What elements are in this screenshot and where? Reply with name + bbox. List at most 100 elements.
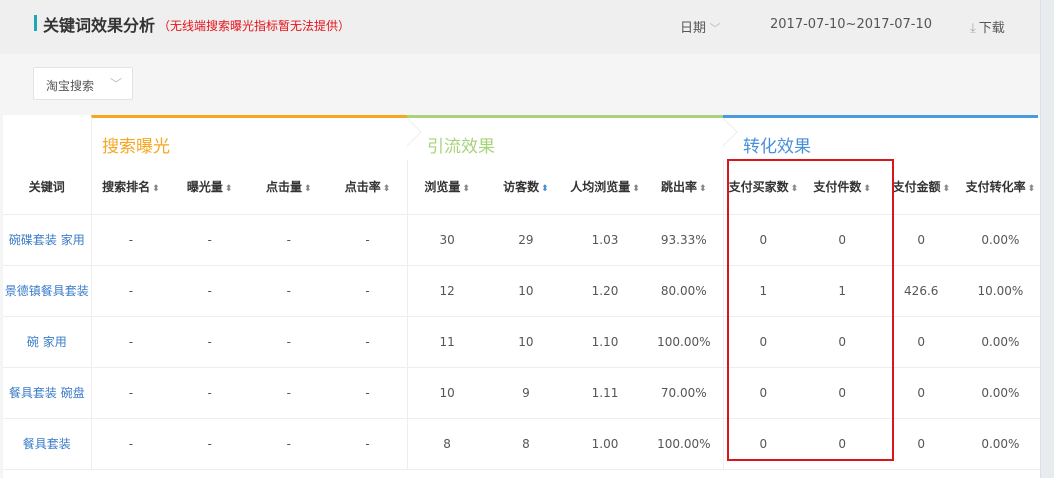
date-label: 日期 — [680, 21, 707, 36]
table-cell: 0 — [723, 214, 803, 266]
column-header[interactable]: 点击率 ⬍ — [328, 160, 408, 215]
page-title: 关键词效果分析 — [43, 16, 156, 35]
column-header[interactable]: 跳出率 ⬍ — [644, 160, 725, 215]
highlight-box — [727, 159, 894, 461]
table-row: 碗碟套装 家用 - - - -30 29 1.03 93.33% 0 0 0 0.00% — [3, 214, 1040, 266]
column-label: 点击量 — [265, 180, 302, 195]
group-arrow — [723, 118, 738, 147]
table-cell: - — [328, 316, 408, 368]
table-cell: 1.10 — [565, 316, 645, 368]
table-cell: - — [91, 418, 171, 470]
table-cell: 10.00% — [960, 265, 1040, 317]
table-cell: 10 — [407, 367, 487, 419]
table-cell: - — [170, 265, 250, 317]
table-cell: 93.33% — [644, 214, 725, 266]
table-cell: - — [170, 367, 250, 419]
column-header[interactable]: 支付件数 ⬍ — [802, 160, 882, 215]
keyword-link[interactable]: 碗 家用 — [3, 316, 92, 368]
sort-icon[interactable]: ⬍ — [790, 184, 799, 195]
sort-icon[interactable]: ⬍ — [303, 184, 312, 195]
column-header[interactable]: 曝光量 ⬍ — [170, 160, 250, 215]
column-label: 支付买家数 — [728, 180, 789, 195]
group-conversion: 转化效果 — [723, 115, 1038, 160]
column-header[interactable]: 浏览量 ⬍ — [407, 160, 487, 215]
page-header: 关键词效果分析 （无线端搜索曝光指标暂无法提供） 日期 ﹀ 2017-07-10… — [0, 0, 1040, 54]
table-cell: - — [170, 316, 250, 368]
table-cell: 0.00% — [960, 367, 1040, 419]
keyword-link[interactable]: 景德镇餐具套装 — [3, 265, 92, 317]
title-accent — [34, 15, 37, 31]
download-label: 下载 — [978, 21, 1005, 36]
column-header[interactable]: 支付金额 ⬍ — [881, 160, 961, 215]
table-row: 景德镇餐具套装 - - - -12 10 1.20 80.00% 1 1 426.6 10.00% — [3, 265, 1040, 317]
table-cell: 0 — [802, 316, 882, 368]
sort-icon[interactable]: ⬍ — [152, 184, 160, 195]
group-traffic: 引流效果 — [407, 115, 723, 160]
column-header[interactable]: 搜索排名 ⬍ — [91, 160, 171, 215]
column-label: 浏览量 — [424, 180, 461, 195]
group-search-exposure: 搜索曝光 — [91, 115, 407, 160]
date-range[interactable]: 2017-07-10~2017-07-10 — [770, 17, 932, 32]
column-label: 支付件数 — [813, 180, 862, 195]
table-cell: - — [91, 367, 171, 419]
table-cell: - — [249, 265, 329, 317]
table-cell: 1 — [723, 265, 803, 317]
date-dropdown[interactable]: 日期 ﹀ — [680, 17, 721, 36]
sort-icon[interactable]: ⬍ — [632, 184, 640, 195]
table-row: 餐具套装 碗盘 - - - -10 9 1.11 70.00% 0 0 0 0.00% — [3, 367, 1040, 419]
chevron-down-icon: ﹀ — [110, 77, 123, 91]
keyword-link[interactable]: 碗碟套装 家用 — [3, 214, 92, 266]
table-cell: 30 — [407, 214, 487, 266]
keyword-link[interactable]: 餐具套装 碗盘 — [3, 367, 92, 419]
scrollbar[interactable] — [1040, 0, 1054, 478]
table-cell: 0.00% — [960, 214, 1040, 266]
table-cell: - — [249, 316, 329, 368]
table-cell: 100.00% — [644, 316, 725, 368]
table-cell: - — [249, 418, 329, 470]
table-cell: - — [328, 265, 408, 317]
column-label: 人均浏览量 — [570, 180, 631, 195]
table-cell: 80.00% — [644, 265, 725, 317]
keyword-table: 搜索曝光 引流效果 转化效果 关键词 搜索排名 ⬍ 曝光量 ⬍ 点击量 ⬍ 点击率 ⬍ 浏览量 ⬍ 访… — [3, 115, 1040, 478]
table-cell: - — [328, 418, 408, 470]
column-label: 访客数 — [503, 180, 540, 195]
sort-icon[interactable]: ⬍ — [942, 184, 951, 195]
table-cell: - — [249, 214, 329, 266]
table-cell: 12 — [407, 265, 487, 317]
table-row: 碗 家用 - - - -11 10 1.10 100.00% 0 0 0 0.00% — [3, 316, 1040, 368]
column-header[interactable]: 点击量 ⬍ — [249, 160, 329, 215]
sort-icon[interactable]: ⬍ — [462, 184, 470, 195]
group-arrow — [407, 118, 422, 147]
table-cell: 0 — [881, 418, 961, 470]
table-cell: 0 — [881, 316, 961, 368]
sort-icon[interactable]: ⬍ — [224, 184, 233, 195]
table-cell: 100.00% — [644, 418, 725, 470]
column-header[interactable]: 访客数 ⬍ — [486, 160, 566, 215]
sort-icon[interactable]: ⬍ — [1027, 184, 1036, 195]
table-cell: 0 — [723, 316, 803, 368]
table-cell: - — [91, 265, 171, 317]
column-header[interactable]: 支付转化率 ⬍ — [960, 160, 1040, 215]
column-header: 关键词 — [3, 160, 92, 215]
download-button[interactable]: ⤓ 下载 — [970, 17, 1005, 36]
table-cell: 1 — [802, 265, 882, 317]
column-header[interactable]: 人均浏览量 ⬍ — [565, 160, 645, 215]
sort-icon[interactable]: ⬍ — [863, 184, 871, 195]
sort-icon[interactable]: ⬍ — [699, 184, 707, 195]
table-cell: 70.00% — [644, 367, 725, 419]
table-cell: - — [328, 367, 408, 419]
table-cell: 9 — [486, 367, 566, 419]
column-label: 支付金额 — [892, 180, 941, 195]
table-cell: 10 — [486, 265, 566, 317]
sort-icon[interactable]: ⬍ — [382, 184, 391, 195]
sort-icon[interactable]: ⬍ — [541, 184, 549, 195]
table-cell: 0 — [723, 367, 803, 419]
source-select[interactable]: 淘宝搜索 ﹀ — [33, 67, 133, 100]
table-cell: 0 — [802, 367, 882, 419]
table-cell: 1.20 — [565, 265, 645, 317]
table-cell: 1.03 — [565, 214, 645, 266]
keyword-link[interactable]: 餐具套装 — [3, 418, 92, 470]
column-header[interactable]: 支付买家数 ⬍ — [723, 160, 803, 215]
table-cell: 10 — [486, 316, 566, 368]
table-cell: 0 — [881, 214, 961, 266]
